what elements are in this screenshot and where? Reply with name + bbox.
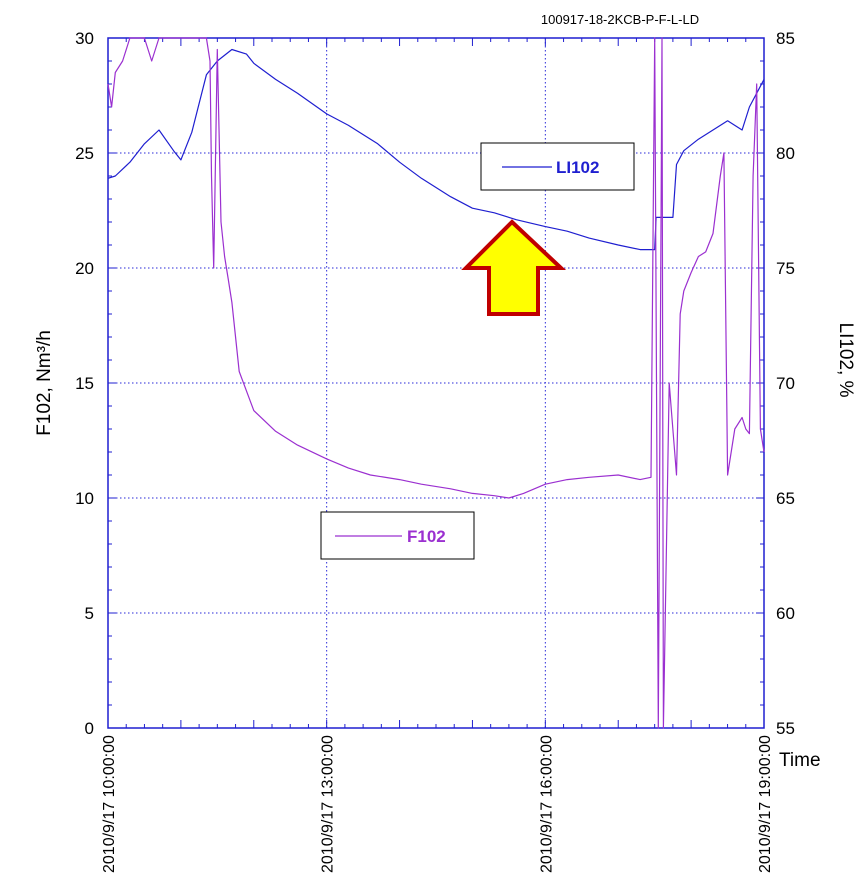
left-tick-label: 10 xyxy=(75,489,94,508)
series-layer xyxy=(107,37,765,729)
right-tick-label: 65 xyxy=(776,489,795,508)
right-axis-tick-labels: 55 60 65 70 75 80 85 xyxy=(776,29,795,738)
x-tick-label: 2010/9/17 10:00:00 xyxy=(101,735,118,873)
left-tick-label: 0 xyxy=(85,719,94,738)
series-line-li102 xyxy=(107,48,765,251)
right-tick-label: 55 xyxy=(776,719,795,738)
legend-li102: LI102 xyxy=(480,142,635,191)
x-axis-title: Time xyxy=(779,750,821,771)
left-tick-label: 5 xyxy=(85,604,94,623)
right-tick-label: 60 xyxy=(776,604,795,623)
x-axis-tick-labels: 2010/9/17 10:00:00 2010/9/17 13:00:00 2010… xyxy=(101,735,774,873)
left-axis-title: F102, Nm³/h xyxy=(34,330,55,436)
left-axis-tick-labels: 0 5 10 15 20 25 30 xyxy=(75,29,94,738)
left-tick-label: 15 xyxy=(75,374,94,393)
x-tick-label: 2010/9/17 19:00:00 xyxy=(757,735,774,873)
legend-f102: F102 xyxy=(320,511,475,560)
up-arrow-icon xyxy=(461,219,567,316)
series-line-f102 xyxy=(107,37,765,729)
right-tick-label: 80 xyxy=(776,144,795,163)
axis-ticks xyxy=(107,37,765,729)
x-tick-label: 2010/9/17 16:00:00 xyxy=(538,735,555,873)
file-id-label: 100917-18-2KCB-P-F-L-LD xyxy=(541,12,699,27)
right-tick-label: 70 xyxy=(776,374,795,393)
left-tick-label: 20 xyxy=(75,259,94,278)
legend-f102-label: F102 xyxy=(407,527,446,546)
grid-lines xyxy=(108,38,764,728)
x-tick-label: 2010/9/17 13:00:00 xyxy=(320,735,337,873)
legend-li102-label: LI102 xyxy=(556,158,599,177)
right-tick-label: 85 xyxy=(776,29,795,48)
left-tick-label: 25 xyxy=(75,144,94,163)
right-tick-label: 75 xyxy=(776,259,795,278)
right-axis-title: LI102, % xyxy=(835,323,856,398)
left-tick-label: 30 xyxy=(75,29,94,48)
